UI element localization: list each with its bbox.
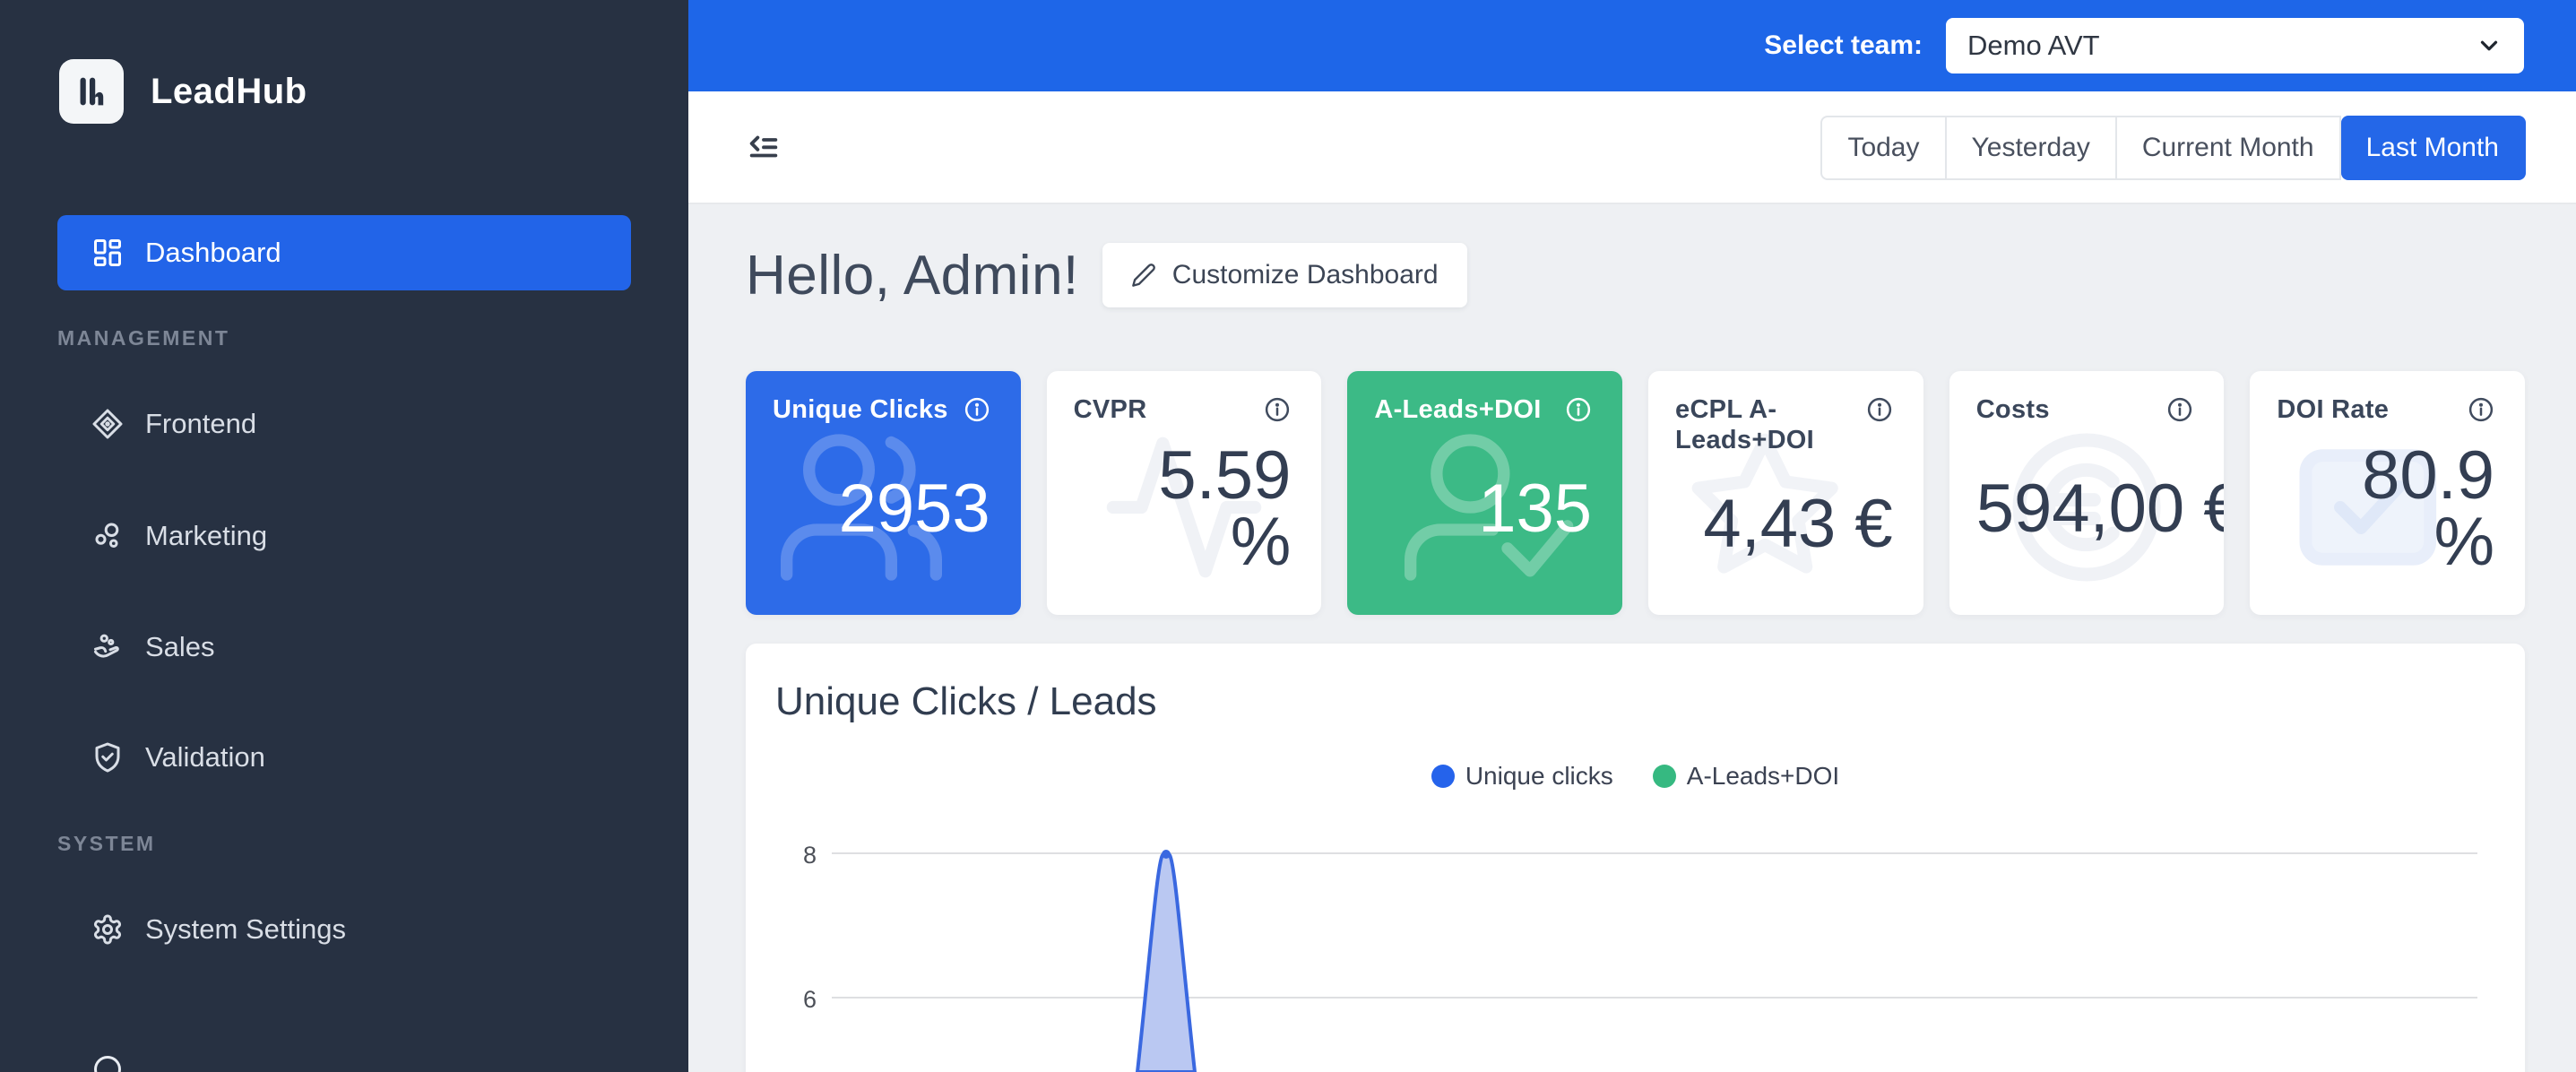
y-tick-6: 6: [803, 986, 817, 1013]
sidebar-item-partial-cutoff[interactable]: [57, 1040, 631, 1072]
hand-coins-icon: [94, 634, 119, 658]
team-select[interactable]: Demo AVT: [1946, 18, 2524, 73]
legend-dot-green: [1652, 765, 1676, 788]
activity-watermark-icon: [1106, 437, 1262, 578]
shield-check-icon: [95, 742, 120, 773]
info-icon[interactable]: [1565, 396, 1592, 423]
date-range-tabs: Today Yesterday Current Month Last Month: [1820, 116, 2526, 180]
user-check-watermark-icon: [1404, 434, 1574, 581]
unique-clicks-spike: [1136, 851, 1197, 1072]
sidebar-item-label: Validation: [145, 741, 265, 773]
legend-item-unique-clicks[interactable]: Unique clicks: [1431, 762, 1613, 791]
pencil-icon: [1131, 264, 1155, 287]
y-tick-8: 8: [803, 842, 817, 869]
chart-title: Unique Clicks / Leads: [775, 679, 1157, 723]
sidebar-item-label: Sales: [145, 631, 215, 662]
sidebar: LeadHub Dashboard MANAGEMENT Frontend Ma…: [0, 0, 688, 1072]
spike-peak-marker: [1162, 850, 1171, 859]
tab-today[interactable]: Today: [1820, 116, 1947, 180]
customize-dashboard-label: Customize Dashboard: [1171, 260, 1439, 290]
kpi-card-cvpr: CVPR 5.59 %: [1046, 371, 1322, 615]
kpi-card-ecpl: eCPL A-Leads+DOI 4,43 €: [1648, 371, 1923, 615]
users-watermark-icon: [781, 434, 943, 581]
sidebar-item-system-settings[interactable]: System Settings: [57, 900, 631, 959]
circle-icon: [94, 1056, 121, 1072]
kpi-card-doi-rate: DOI Rate 80.9 %: [2250, 371, 2526, 615]
legend-item-a-leads-doi[interactable]: A-Leads+DOI: [1652, 762, 1840, 791]
info-icon[interactable]: [2166, 396, 2193, 423]
kpi-value: 2953: [838, 471, 990, 548]
sidebar-item-label: Dashboard: [145, 237, 281, 268]
main-content: Hello, Admin! Customize Dashboard Unique…: [688, 204, 2576, 1072]
team-select-value: Demo AVT: [1967, 30, 2100, 61]
legend-label: A-Leads+DOI: [1686, 762, 1840, 790]
layout-dashboard-icon: [94, 239, 121, 266]
legend-label: Unique clicks: [1465, 762, 1613, 790]
app-title: LeadHub: [151, 71, 307, 111]
sidebar-item-frontend[interactable]: Frontend: [57, 394, 631, 454]
topbar: Select team: Demo AVT: [688, 0, 2576, 91]
coin-watermark-icon: [2012, 433, 2161, 582]
kpi-title: eCPL A-Leads+DOI: [1675, 395, 1815, 455]
kpi-title: DOI Rate: [2277, 395, 2390, 424]
star-watermark-icon: [1692, 433, 1839, 574]
sidebar-item-marketing[interactable]: Marketing: [57, 506, 631, 566]
chart-card: Unique Clicks / Leads Unique clicks A-Le…: [746, 644, 2525, 1072]
bubbles-icon: [95, 523, 119, 549]
tab-current-month[interactable]: Current Month: [2116, 116, 2341, 180]
sidebar-item-label: System Settings: [145, 913, 346, 945]
chart-legend: Unique clicks A-Leads+DOI: [775, 762, 2525, 791]
sidebar-section-management: MANAGEMENT: [57, 326, 230, 350]
info-icon[interactable]: [1866, 396, 1893, 423]
kpi-title: Costs: [1975, 395, 2050, 424]
sidebar-section-system: SYSTEM: [57, 832, 156, 855]
sidebar-item-dashboard[interactable]: Dashboard: [57, 215, 631, 290]
codesandbox-icon: [92, 409, 123, 439]
kpi-card-a-leads-doi: A-Leads+DOI 135: [1347, 371, 1623, 615]
kpi-card-costs: Costs 594,00 €: [1949, 371, 2225, 615]
kpi-value: 4,43 €: [1703, 486, 1893, 563]
kpi-card-unique-clicks: Unique Clicks 2953: [746, 371, 1021, 615]
page-title: Hello, Admin!: [746, 244, 1079, 307]
toolbar: Today Yesterday Current Month Last Month: [688, 91, 2576, 204]
mail-check-watermark-icon: [2299, 449, 2436, 566]
customize-dashboard-button[interactable]: Customize Dashboard: [1102, 243, 1467, 307]
sidebar-item-sales[interactable]: Sales: [57, 618, 631, 677]
leadhub-logo-icon: [59, 59, 124, 124]
collapse-sidebar-icon[interactable]: [746, 131, 782, 167]
legend-dot-blue: [1431, 765, 1455, 788]
info-icon[interactable]: [964, 396, 990, 423]
chevron-down-icon: [2480, 40, 2498, 51]
tab-yesterday[interactable]: Yesterday: [1946, 116, 2117, 180]
kpi-value: 5.59 %: [1158, 437, 1292, 581]
kpi-title: A-Leads+DOI: [1374, 395, 1542, 424]
kpi-title: Unique Clicks: [773, 395, 948, 424]
kpi-cards-row: Unique Clicks 2953 CVPR 5.59 % A-Leads+D…: [746, 371, 2526, 615]
sidebar-item-label: Marketing: [145, 520, 268, 551]
brand[interactable]: LeadHub: [59, 59, 307, 124]
gear-icon: [94, 914, 121, 945]
sidebar-item-validation[interactable]: Validation: [57, 728, 631, 787]
sidebar-item-label: Frontend: [145, 408, 257, 439]
kpi-value: 135: [1478, 471, 1593, 548]
kpi-value: 594,00 €: [1975, 471, 2225, 548]
tab-last-month[interactable]: Last Month: [2340, 116, 2526, 180]
info-icon[interactable]: [2468, 396, 2494, 423]
info-icon[interactable]: [1264, 396, 1291, 423]
select-team-label: Select team:: [1764, 30, 1923, 60]
kpi-title: CVPR: [1073, 395, 1147, 424]
kpi-value: 80.9 %: [2362, 437, 2495, 581]
